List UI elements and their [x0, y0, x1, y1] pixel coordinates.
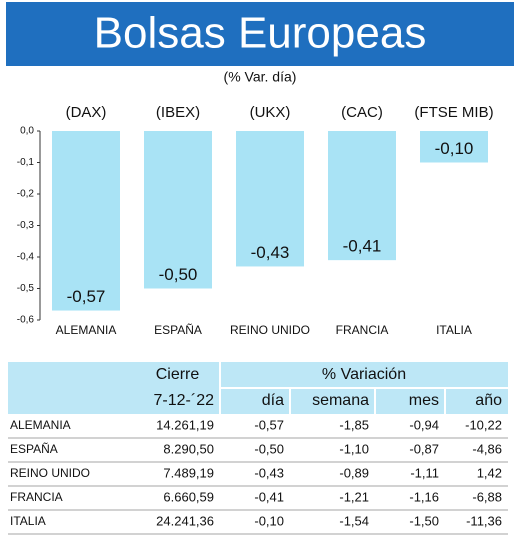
- index-label: (DAX): [66, 104, 107, 121]
- title-bar: [6, 2, 514, 66]
- table-cell: -6,88: [472, 489, 502, 504]
- table-cell: 14.261,19: [156, 417, 214, 432]
- table-cell: -0,41: [254, 489, 284, 504]
- subtitle: (% Var. día): [224, 69, 297, 85]
- table-cell: -0,87: [409, 441, 439, 456]
- table-header: Cierre: [156, 366, 200, 383]
- table-header: año: [475, 392, 502, 409]
- value-label: -0,50: [159, 265, 198, 284]
- table-cell: -11,36: [466, 513, 502, 528]
- table-cell: -1,85: [339, 417, 369, 432]
- table-cell: -0,10: [254, 513, 284, 528]
- table-cell: -4,86: [472, 441, 502, 456]
- y-tick-label: -0,6: [17, 315, 35, 326]
- index-label: (IBEX): [156, 104, 200, 121]
- y-tick-label: -0,2: [17, 189, 35, 200]
- table-header: 7-12-´22: [154, 392, 215, 409]
- chart-title: Bolsas Europeas: [94, 9, 427, 58]
- index-label: (FTSE MIB): [414, 104, 493, 121]
- table-header: mes: [409, 392, 439, 409]
- x-tick-label: REINO UNIDO: [230, 323, 310, 337]
- table-cell: -1,16: [409, 489, 439, 504]
- y-tick-label: -0,5: [17, 283, 35, 294]
- x-tick-label: ALEMANIA: [56, 323, 117, 337]
- y-tick-label: -0,4: [17, 252, 35, 263]
- bar: [236, 131, 304, 267]
- value-label: -0,41: [343, 237, 382, 256]
- table-cell: 24.241,36: [156, 513, 214, 528]
- x-tick-label: ITALIA: [436, 323, 472, 337]
- row-label: ALEMANIA: [10, 418, 71, 432]
- row-label: REINO UNIDO: [10, 466, 90, 480]
- bar: [420, 131, 488, 163]
- bar: [328, 131, 396, 261]
- table-header: día: [262, 392, 284, 409]
- index-label: (UKX): [250, 104, 291, 121]
- bar: [144, 131, 212, 289]
- table-cell: -0,89: [339, 465, 369, 480]
- table-cell: 1,42: [477, 465, 502, 480]
- value-label: -0,57: [67, 287, 106, 306]
- table-cell: -1,54: [339, 513, 369, 528]
- value-label: -0,43: [251, 243, 290, 262]
- x-tick-label: FRANCIA: [336, 323, 389, 337]
- y-tick-label: -0,1: [17, 157, 35, 168]
- table-cell: -1,10: [339, 441, 369, 456]
- table-cell: 8.290,50: [163, 441, 214, 456]
- table-cell: -1,11: [410, 465, 439, 480]
- row-label: FRANCIA: [10, 490, 63, 504]
- table-cell: -0,57: [254, 417, 284, 432]
- bar: [52, 131, 120, 311]
- table-cell: -0,50: [254, 441, 284, 456]
- table-cell: -1,50: [409, 513, 439, 528]
- table-cell: 7.489,19: [163, 465, 214, 480]
- index-label: (CAC): [341, 104, 383, 121]
- x-tick-label: ESPAÑA: [154, 323, 202, 337]
- value-label: -0,10: [435, 139, 474, 158]
- table-cell: -0,43: [254, 465, 284, 480]
- table-header: semana: [312, 392, 369, 409]
- y-tick-label: 0,0: [20, 126, 34, 137]
- table-header: % Variación: [322, 366, 406, 383]
- row-label: ITALIA: [10, 514, 46, 528]
- table-cell: -10,22: [465, 417, 502, 432]
- table-cell: -0,94: [409, 417, 439, 432]
- y-tick-label: -0,3: [17, 220, 35, 231]
- table-cell: -1,21: [339, 489, 369, 504]
- table-cell: 6.660,59: [163, 489, 214, 504]
- row-label: ESPAÑA: [10, 442, 58, 456]
